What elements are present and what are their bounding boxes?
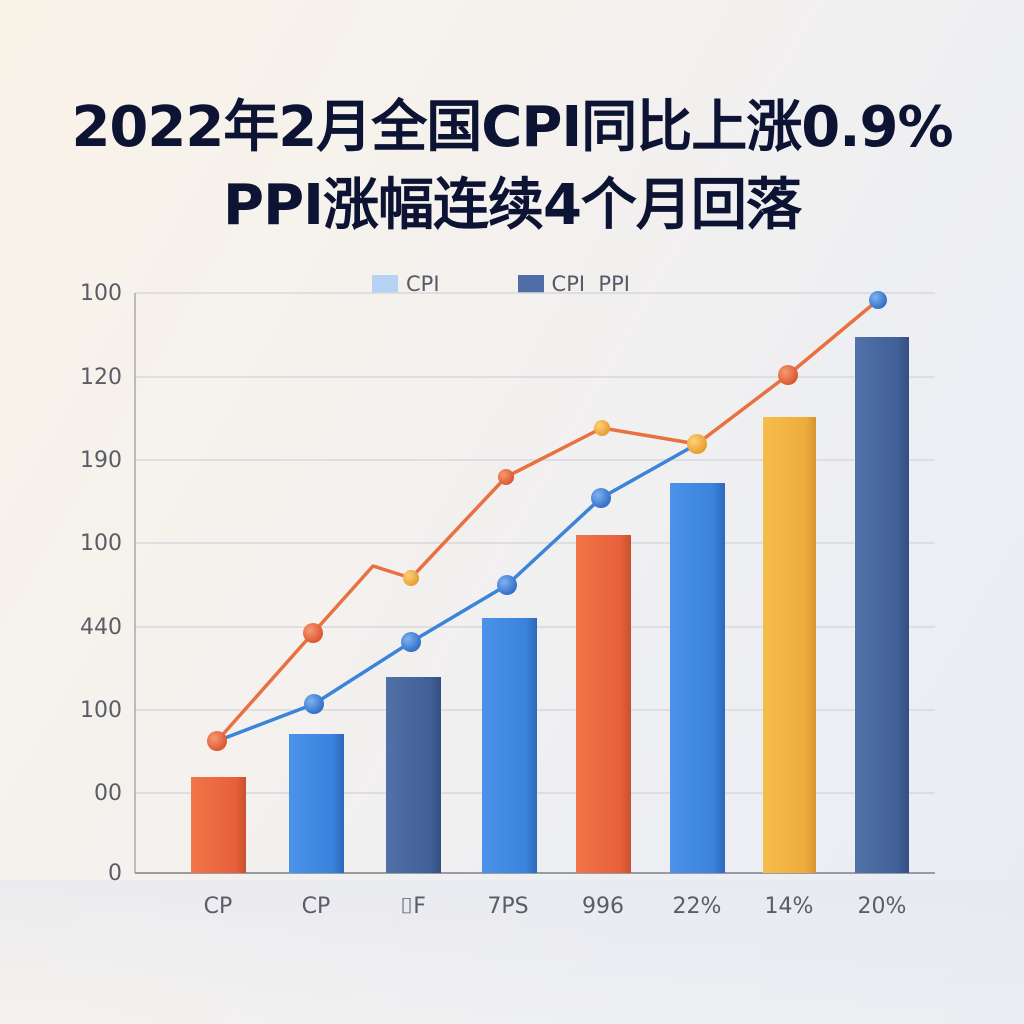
blue-trend-line — [216, 442, 698, 743]
x-tick-label: CP — [203, 894, 233, 919]
y-tick-label: 100 — [80, 531, 122, 556]
chart-title-line2: PPI涨幅连续4个月回落 — [223, 173, 802, 238]
x-tick-label: ⌷F — [400, 894, 426, 919]
line-markers — [207, 291, 887, 751]
y-tick-label: 100 — [80, 281, 122, 306]
legend-label: CPI PPI — [551, 272, 630, 296]
legend-item-cpi: CPI — [372, 272, 440, 296]
y-tick-label: 120 — [80, 365, 122, 390]
legend-label: CPI — [406, 272, 440, 296]
bar-3 — [386, 677, 441, 873]
legend-swatch-cpi — [372, 275, 398, 293]
bar-8 — [855, 337, 909, 873]
chart-floor-reflection — [0, 880, 1024, 1024]
y-tick-label: 190 — [80, 448, 122, 473]
x-tick-label: 7PS — [487, 894, 529, 919]
x-tick-label: 14% — [764, 894, 814, 919]
y-tick-label: 00 — [94, 781, 122, 806]
chart-legend: CPI CPI PPI — [372, 272, 630, 296]
x-tick-label: 22% — [672, 894, 722, 919]
x-tick-label: CP — [301, 894, 331, 919]
legend-swatch-ppi — [517, 275, 544, 293]
bar-5 — [576, 535, 631, 873]
x-tick-label: 996 — [582, 894, 624, 919]
bar-2 — [289, 734, 344, 873]
chart-title-line1: 2022年2月全国CPI同比上涨0.9% — [71, 95, 953, 160]
bar-1 — [191, 777, 246, 873]
bar-7 — [763, 417, 816, 873]
bar-6 — [670, 483, 725, 873]
bar-4 — [482, 618, 537, 873]
legend-item-cpi-ppi: CPI PPI — [517, 272, 630, 296]
x-tick-label: 20% — [857, 894, 907, 919]
y-tick-label: 440 — [80, 615, 122, 640]
y-tick-label: 100 — [80, 698, 122, 723]
y-tick-label: 0 — [108, 861, 122, 886]
bars — [191, 337, 909, 873]
